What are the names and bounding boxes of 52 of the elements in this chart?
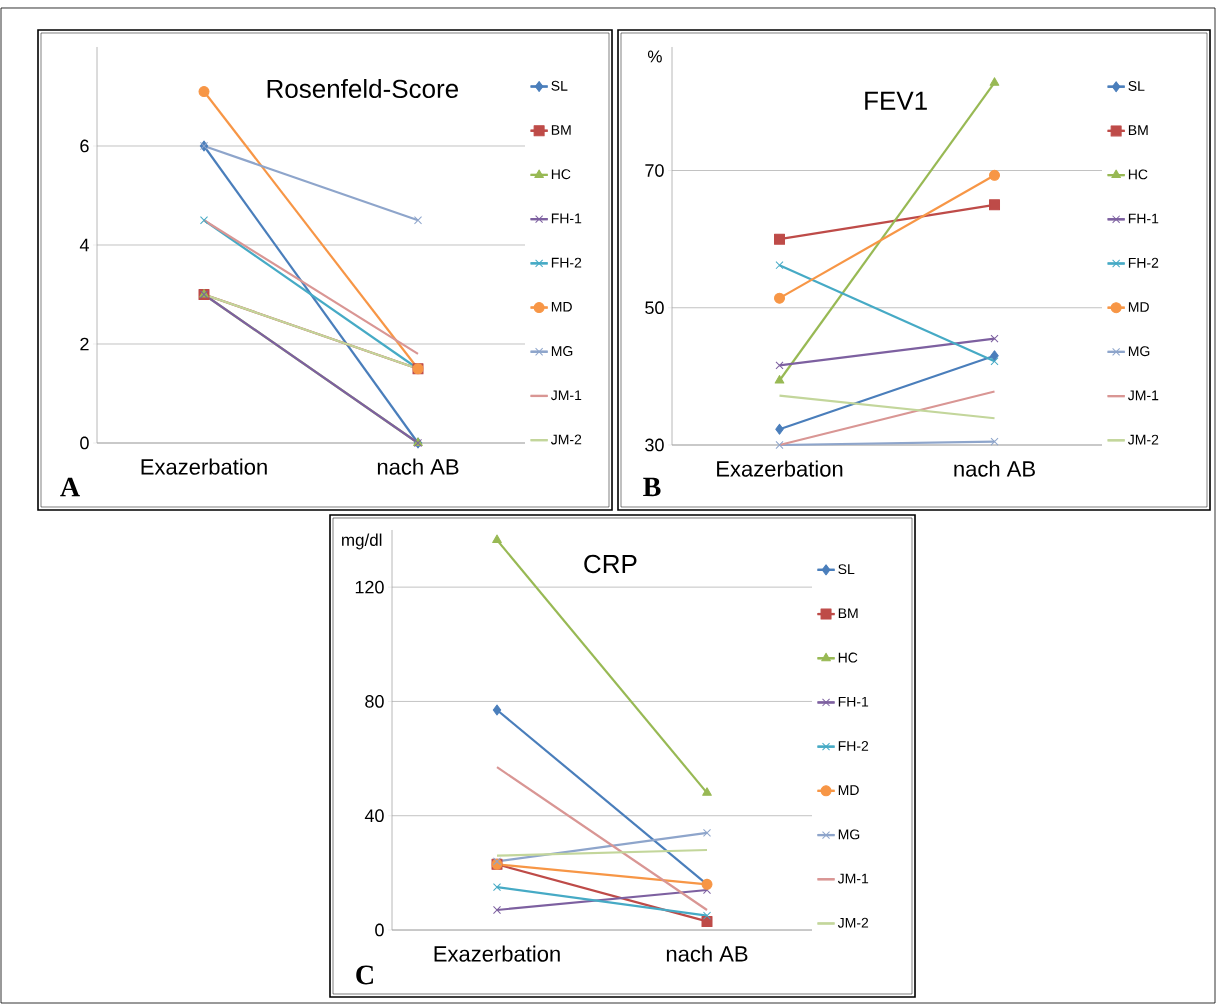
y-tick-label: 50 — [645, 301, 664, 315]
text: A — [60, 477, 80, 497]
legend-label: MD — [838, 785, 859, 795]
legend-label: FH-1 — [1128, 213, 1159, 224]
legend-label: HC — [551, 169, 571, 180]
y-tick-label: 2 — [80, 337, 89, 351]
legend-label: JM-2 — [837, 917, 869, 928]
legend-label: MG — [838, 829, 860, 840]
text: CRP — [584, 554, 637, 574]
y-axis-title: % — [647, 50, 662, 63]
legend-label: FH-1 — [838, 696, 869, 707]
legend-label: SL — [551, 80, 568, 91]
y-tick-label: 6 — [80, 139, 89, 153]
y-tick-label: 70 — [645, 164, 664, 177]
legend-label: MD — [1128, 302, 1149, 312]
y-tick-label: 120 — [355, 580, 384, 594]
legend-label: SL — [838, 564, 855, 575]
legend-label: HC — [1128, 169, 1148, 180]
legend-label: FH-2 — [1128, 257, 1159, 268]
legend-label: BM — [1128, 125, 1148, 135]
x-tick-label: Exazerbation — [717, 460, 843, 477]
x-tick-label: Exazerbation — [141, 458, 267, 475]
legend-label: FH-1 — [551, 213, 582, 224]
text: B — [643, 477, 661, 497]
y-tick-label: 0 — [80, 436, 89, 450]
legend-label: JM-2 — [550, 434, 582, 445]
x-tick-label: Exazerbation — [434, 945, 560, 962]
legend-label: FH-2 — [551, 257, 582, 268]
x-tick-label: nach AB — [377, 458, 459, 475]
legend-label: BM — [551, 125, 571, 135]
legend-label: MG — [551, 346, 573, 357]
y-tick-label: 40 — [364, 809, 384, 823]
y-tick-label: 0 — [375, 923, 384, 937]
legend-label: JM-1 — [1128, 390, 1159, 401]
y-tick-label: 4 — [79, 238, 89, 252]
legend-label: MD — [551, 301, 572, 312]
text: C — [356, 965, 373, 985]
legend-label: JM-1 — [550, 390, 582, 401]
text: FEV1 — [865, 91, 927, 110]
legend-label: MG — [1128, 346, 1150, 357]
legend-label: SL — [1128, 81, 1145, 91]
x-tick-label: nach AB — [666, 945, 748, 962]
legend-label: HC — [838, 652, 858, 663]
y-tick-label: 80 — [365, 695, 384, 708]
y-axis-title: mg/dl — [342, 533, 382, 550]
legend-label: BM — [838, 608, 858, 619]
legend-label: JM-2 — [1128, 434, 1159, 445]
y-tick-label: 30 — [645, 438, 664, 452]
text: Rosenfeld-Score — [267, 78, 458, 99]
legend-label: JM-1 — [837, 873, 869, 884]
x-tick-label: nach AB — [954, 460, 1035, 477]
legend-label: FH-2 — [838, 741, 869, 751]
